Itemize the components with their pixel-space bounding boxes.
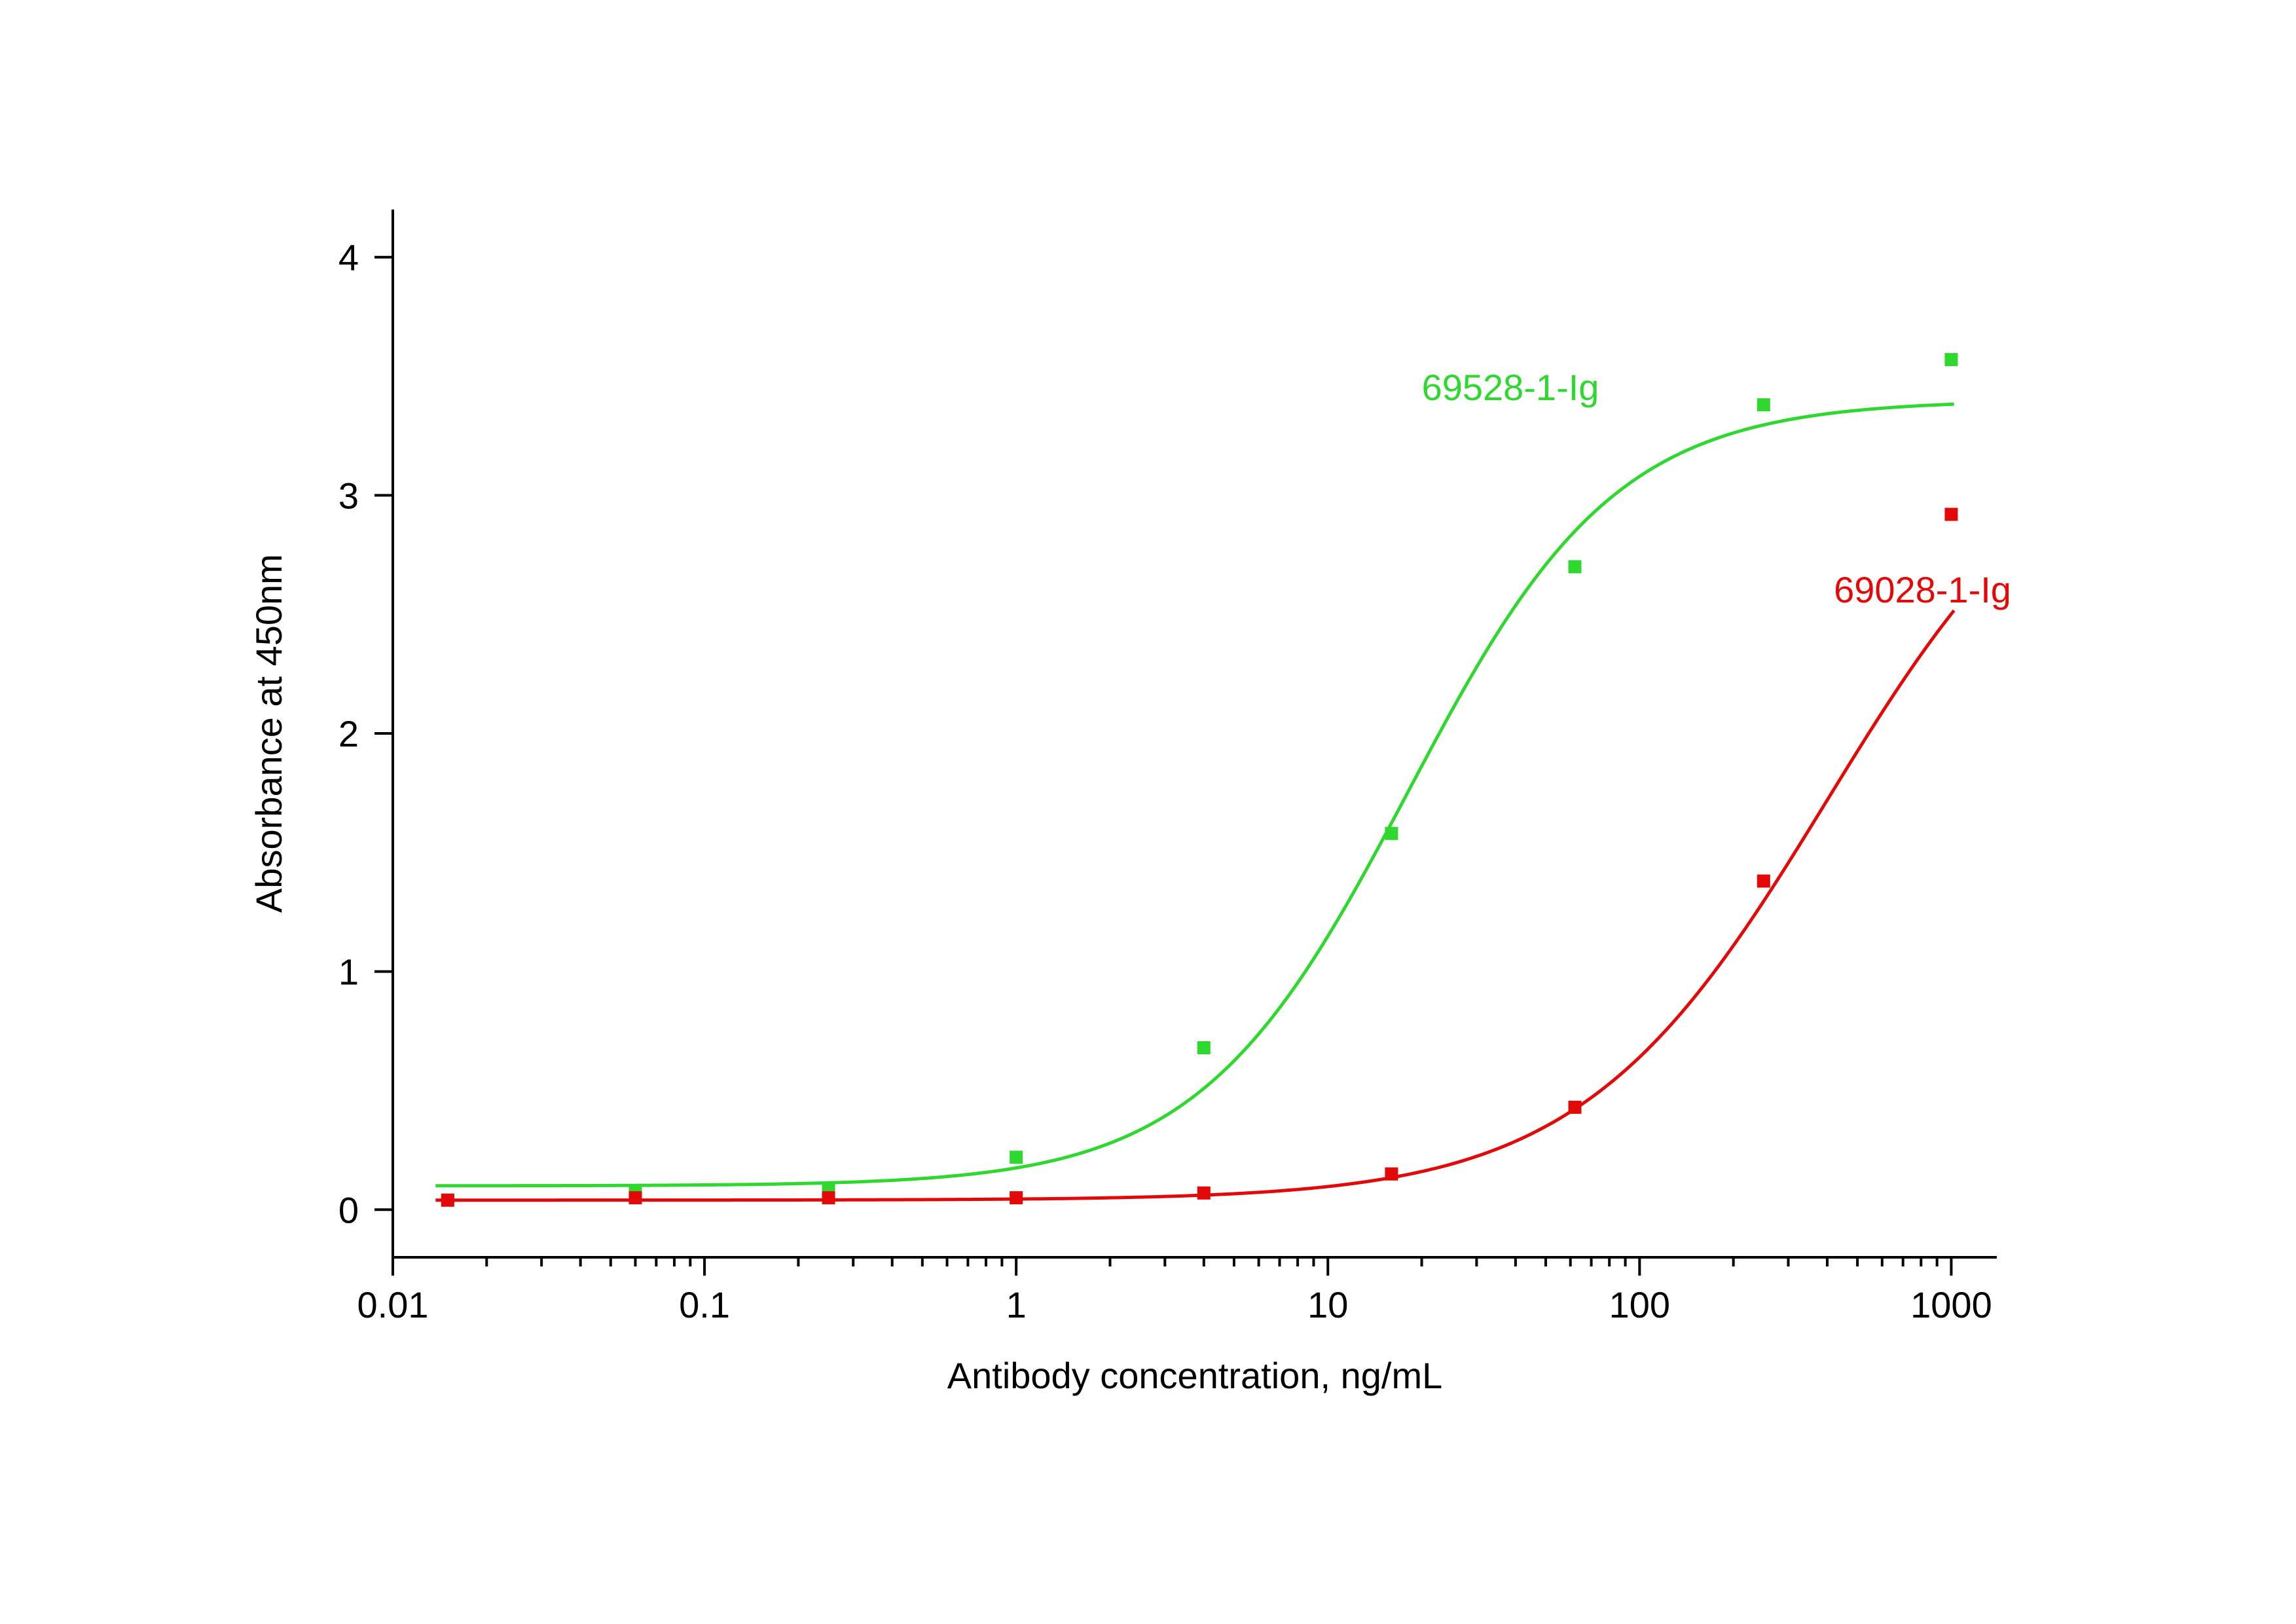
series-marker-0 — [1010, 1151, 1023, 1164]
x-axis-label: Antibody concentration, ng/mL — [947, 1355, 1442, 1396]
series-marker-1 — [1010, 1191, 1023, 1204]
x-tick-label: 1 — [1006, 1284, 1027, 1325]
series-marker-0 — [1197, 1041, 1211, 1054]
x-tick-label: 0.1 — [679, 1284, 730, 1325]
series-label-0: 69528-1-Ig — [1422, 367, 1599, 408]
x-tick-label: 0.01 — [357, 1284, 429, 1325]
series-marker-1 — [1569, 1101, 1582, 1114]
x-tick-label: 10 — [1307, 1284, 1348, 1325]
y-tick-label: 0 — [338, 1189, 359, 1230]
x-tick-label: 1000 — [1910, 1284, 1992, 1325]
series-marker-1 — [441, 1194, 454, 1207]
y-axis-label: Absorbance at 450nm — [248, 554, 289, 913]
chart-container: 0.01 0.1 1 10 100 1000 0 1 2 3 4 Antibody concentra… — [0, 0, 2296, 1624]
dose-response-chart: 0.01 0.1 1 10 100 1000 0 1 2 3 4 Antibody concentra… — [0, 0, 2296, 1624]
series-marker-0 — [1757, 398, 1770, 411]
series-marker-1 — [822, 1191, 835, 1204]
series-marker-0 — [1385, 827, 1398, 840]
y-tick-label: 4 — [338, 237, 359, 278]
y-tick-label: 3 — [338, 475, 359, 516]
series-marker-1 — [1197, 1187, 1211, 1200]
series-marker-1 — [1757, 874, 1770, 887]
y-tick-label: 1 — [338, 951, 359, 993]
x-tick-label: 100 — [1609, 1284, 1670, 1325]
series-marker-1 — [629, 1191, 642, 1204]
series-marker-1 — [1385, 1168, 1398, 1181]
series-marker-0 — [1944, 353, 1958, 366]
series-marker-1 — [1944, 507, 1958, 521]
y-tick-label: 2 — [338, 713, 359, 754]
series-label-1: 69028-1-Ig — [1834, 569, 2011, 610]
series-marker-0 — [1569, 560, 1582, 573]
